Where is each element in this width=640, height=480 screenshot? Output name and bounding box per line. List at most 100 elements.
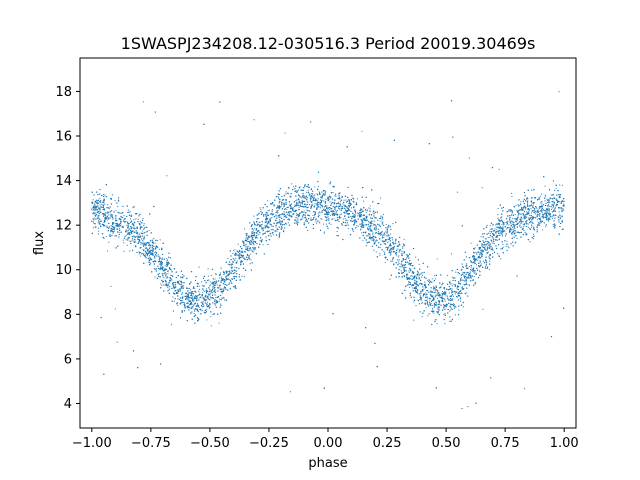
data-point [108,214,110,216]
data-point [402,247,404,250]
data-point [144,231,146,234]
data-point [544,185,546,187]
data-point [260,208,262,211]
data-point [405,258,407,261]
data-point [131,240,133,242]
data-point [525,208,527,210]
chart-title: 1SWASPJ234208.12-030516.3 Period 20019.3… [121,34,536,53]
data-point [232,252,234,254]
data-point [97,227,100,229]
data-point [129,218,132,220]
data-point [161,284,163,286]
data-point [104,212,107,214]
data-point [489,228,491,230]
data-point [201,302,203,304]
data-point [371,239,373,241]
data-point [108,241,110,243]
data-point [498,168,500,170]
data-point [228,278,230,281]
data-point [516,219,518,222]
data-point [342,218,344,220]
data-point [95,199,98,201]
data-point [435,295,437,297]
data-point [337,216,339,218]
data-point [418,263,420,265]
data-point [351,197,354,199]
data-point [339,214,341,216]
data-point [552,223,554,226]
data-point [253,244,255,246]
data-point [434,296,436,298]
data-point [113,210,115,212]
data-point [405,266,407,269]
data-point [200,301,202,303]
data-point [161,257,164,259]
data-point [294,222,296,224]
data-point [340,213,343,215]
data-point [509,219,511,221]
data-point [306,186,309,188]
data-point [421,316,423,318]
data-point [202,291,204,294]
data-point [152,254,154,257]
data-point [482,308,484,310]
data-point [99,209,101,211]
data-point [218,298,221,300]
data-point [125,234,127,236]
data-point [379,254,381,256]
data-point [449,320,451,322]
data-point [271,217,273,219]
data-point [359,210,361,212]
data-point [403,252,406,254]
data-point [546,201,548,204]
data-point [541,211,543,213]
data-point [99,204,101,206]
data-point [417,284,420,287]
data-point [517,222,520,224]
data-point [502,246,504,249]
data-point [438,303,440,306]
data-point [486,224,488,227]
data-point [308,195,310,197]
data-point [345,199,347,201]
data-point [441,290,444,293]
data-point [386,229,388,232]
data-point [310,217,312,219]
data-point [538,214,540,216]
data-point [377,203,379,205]
data-point [136,232,139,234]
data-point [206,319,208,321]
data-point [336,209,339,212]
data-point [400,253,403,255]
data-point [141,230,143,232]
data-point [320,199,322,201]
data-point [563,203,565,205]
data-point [452,303,455,305]
data-point [375,224,377,226]
data-point [551,207,553,209]
data-point [173,300,175,302]
data-point [284,132,286,134]
data-point [487,251,490,253]
data-point [547,204,550,206]
data-point [515,223,517,226]
data-point [268,209,270,211]
data-point [475,264,478,266]
data-point [488,268,490,271]
data-point [448,292,450,294]
data-point [307,206,309,208]
data-point [149,263,152,265]
data-point [491,242,493,244]
data-point [156,255,158,257]
data-point [372,232,374,234]
data-point [287,214,289,216]
data-point [502,225,504,227]
data-point [532,203,535,205]
data-point [329,207,331,209]
data-point [438,293,440,295]
data-point [366,219,369,221]
data-point [548,201,550,203]
data-point [122,239,124,241]
data-point [235,257,237,259]
data-point [453,283,455,285]
